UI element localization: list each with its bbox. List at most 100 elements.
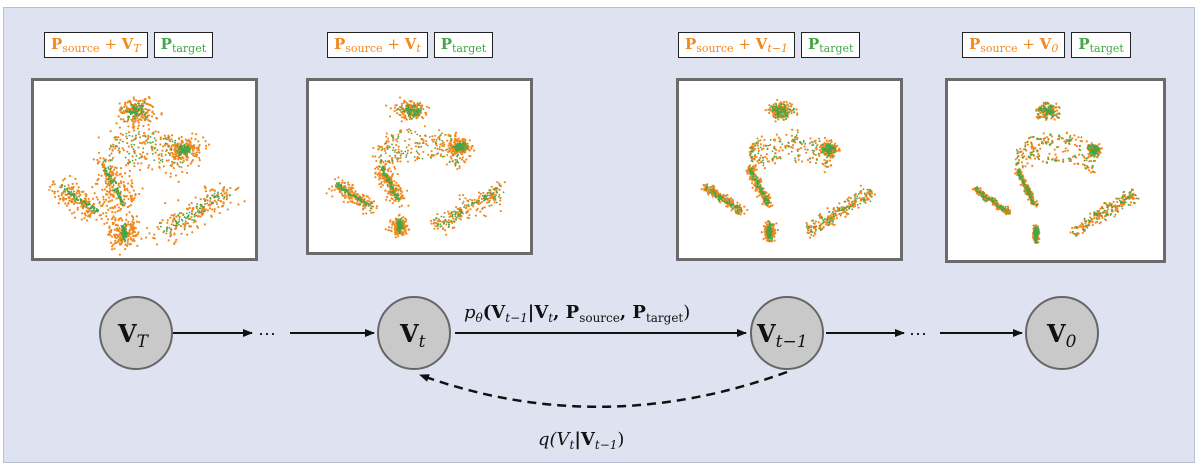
source-point — [132, 231, 136, 234]
source-point — [450, 157, 453, 160]
source-point — [135, 220, 139, 223]
source-point — [119, 180, 123, 183]
target-point — [181, 151, 184, 154]
source-point — [126, 242, 129, 245]
source-point — [243, 200, 246, 203]
target-point — [187, 150, 190, 153]
target-point — [144, 118, 147, 121]
target-point — [128, 152, 131, 155]
target-point — [185, 146, 187, 149]
target-point — [109, 159, 112, 162]
source-point — [59, 197, 62, 200]
source-point — [446, 139, 449, 142]
target-point — [214, 195, 216, 197]
source-point — [157, 154, 160, 157]
source-point — [151, 110, 154, 113]
source-point — [127, 223, 130, 226]
source-point — [128, 191, 131, 194]
target-point — [197, 209, 199, 211]
source-point — [203, 223, 206, 226]
target-point — [132, 115, 135, 118]
target-point — [163, 230, 166, 232]
target-point — [104, 169, 107, 172]
source-point — [204, 198, 207, 201]
source-point — [96, 179, 99, 182]
source-point — [170, 214, 173, 217]
source-point — [129, 238, 133, 241]
source-point — [108, 225, 111, 228]
source-point — [444, 133, 447, 136]
target-point — [131, 135, 134, 138]
source-point — [70, 200, 73, 203]
source-point — [96, 198, 99, 201]
source-point — [128, 211, 131, 214]
source-point — [112, 195, 116, 198]
source-point — [123, 172, 127, 175]
target-point — [120, 195, 122, 198]
target-point — [134, 103, 137, 106]
source-point — [191, 231, 194, 234]
source-point — [137, 124, 140, 127]
source-point — [406, 128, 409, 132]
source-point — [124, 248, 127, 251]
source-point — [201, 213, 204, 216]
source-point — [114, 172, 117, 176]
source-point — [432, 154, 436, 157]
source-point — [116, 228, 119, 231]
source-point — [432, 140, 435, 143]
target-point — [92, 209, 95, 211]
target-point — [165, 230, 168, 232]
source-point — [140, 162, 143, 165]
source-point — [185, 158, 188, 161]
source-point — [153, 237, 156, 240]
target-point — [143, 113, 146, 116]
source-point — [127, 238, 130, 241]
target-point — [164, 154, 167, 156]
target-point — [185, 212, 188, 215]
target-point — [218, 197, 221, 200]
source-point — [64, 202, 67, 205]
target-point — [82, 200, 85, 203]
source-point — [226, 208, 229, 211]
target-point — [181, 219, 184, 222]
target-point — [191, 218, 194, 221]
target-point — [108, 172, 111, 175]
target-point — [229, 194, 232, 196]
source-point — [133, 152, 136, 155]
source-point — [211, 208, 214, 211]
source-point — [125, 213, 128, 216]
source-point — [202, 136, 205, 139]
source-point — [108, 154, 111, 157]
target-point — [178, 165, 181, 168]
source-point — [122, 149, 125, 152]
source-point — [174, 174, 178, 177]
target-point — [135, 114, 138, 116]
source-point — [194, 196, 197, 199]
source-point — [84, 214, 87, 217]
source-point — [105, 211, 108, 214]
source-point — [180, 139, 183, 142]
target-point — [146, 114, 149, 117]
source-point — [190, 216, 193, 219]
target-point — [95, 209, 98, 212]
source-point — [144, 107, 147, 111]
source-point — [208, 203, 211, 206]
target-point — [91, 205, 93, 207]
source-point — [95, 218, 98, 221]
source-point — [130, 200, 133, 203]
source-point — [161, 218, 164, 222]
source-point — [71, 182, 74, 185]
source-point — [172, 144, 175, 147]
source-point — [188, 206, 191, 210]
source-point — [57, 195, 60, 198]
source-point — [119, 111, 123, 114]
source-point — [229, 201, 232, 204]
target-point — [196, 210, 199, 213]
target-point — [216, 194, 219, 197]
source-point — [105, 215, 108, 218]
source-point — [73, 216, 77, 219]
source-point — [107, 180, 110, 183]
target-point — [176, 162, 179, 165]
source-point — [186, 142, 189, 146]
target-point — [178, 150, 181, 153]
